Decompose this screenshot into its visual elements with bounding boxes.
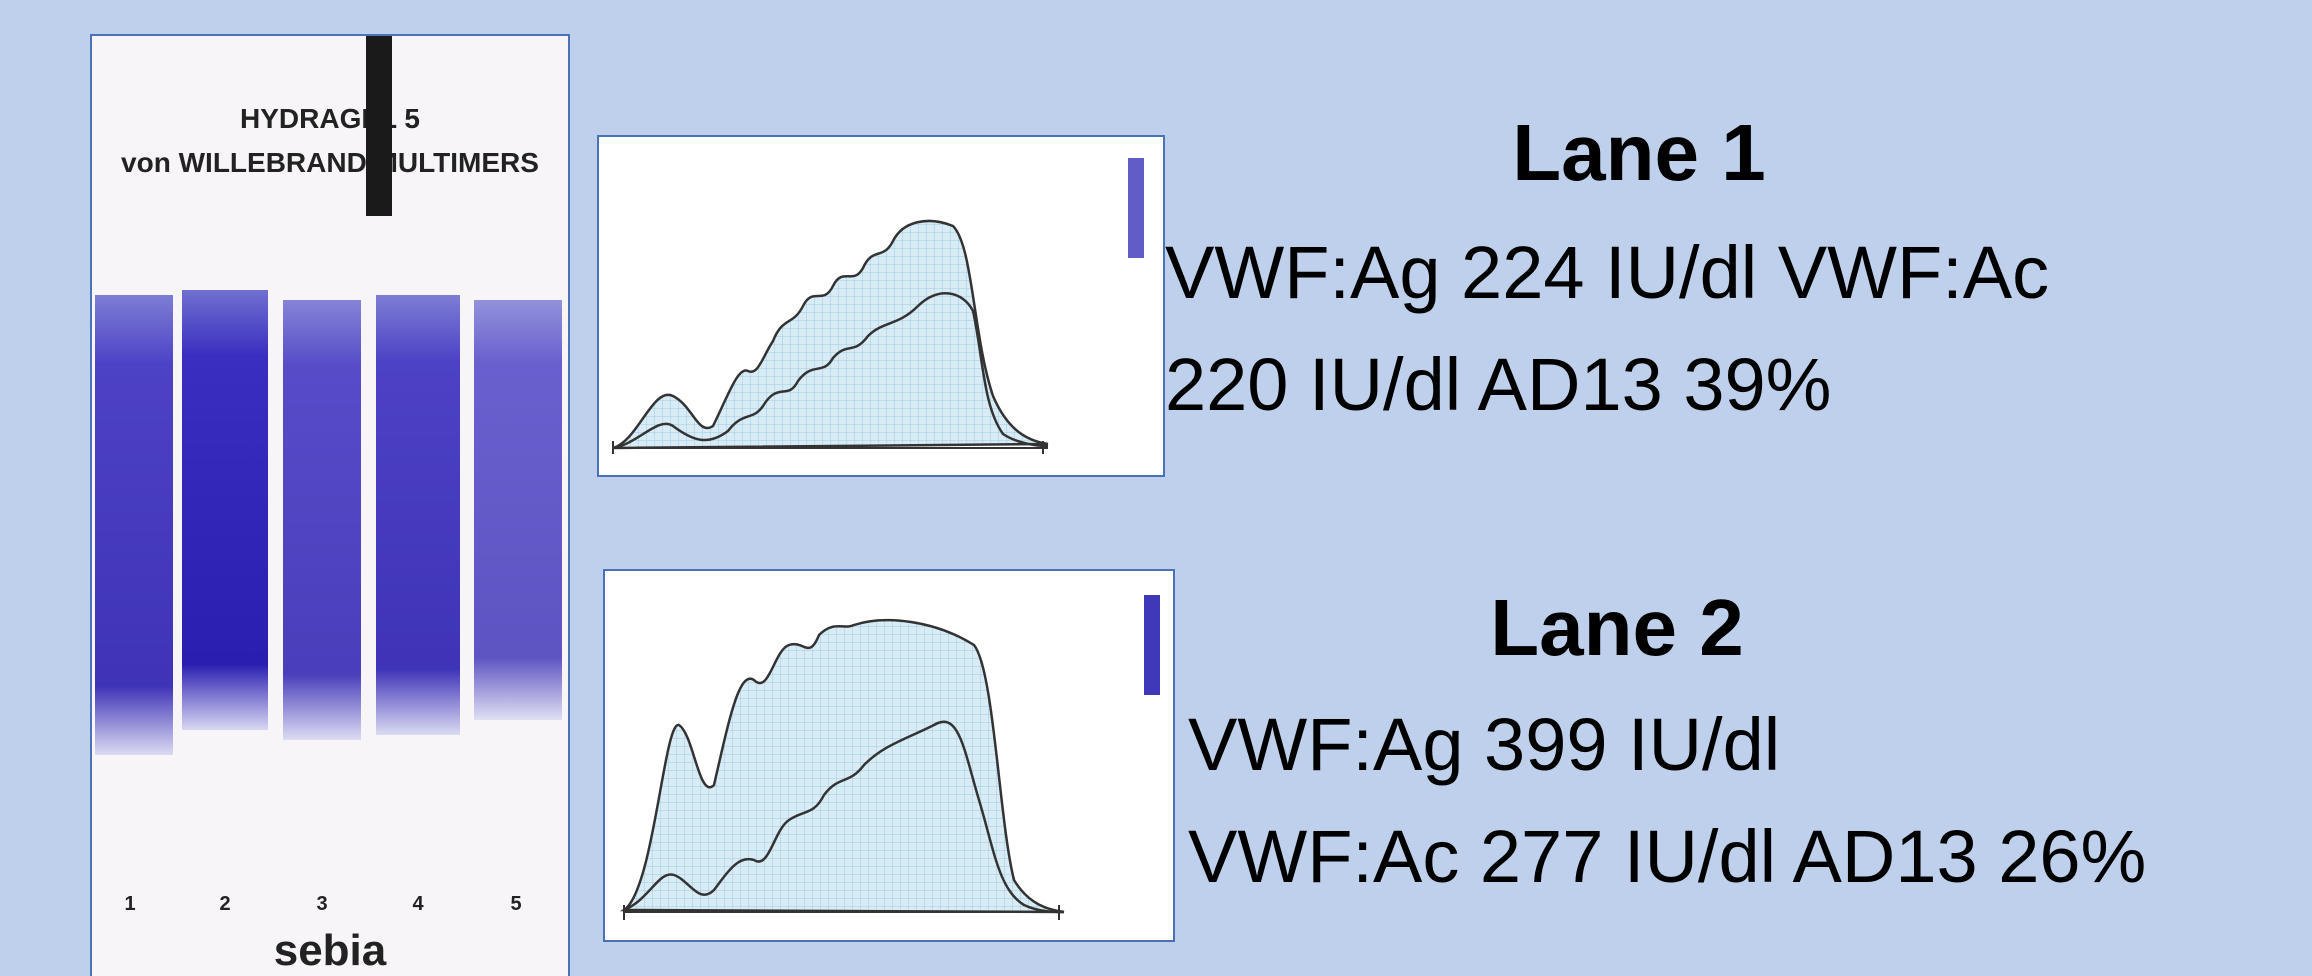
lane-title: Lane 1 [1512,108,1765,197]
lane-number: 1 [124,893,135,915]
densitometry-2 [603,569,1175,942]
gel-subtitle: von WILLEBRAND MULTIMERS [121,147,539,178]
result-line: VWF:Ac 277 IU/dl AD13 26% [1188,815,2146,898]
lane-number: 2 [219,893,230,915]
result-line: VWF:Ag 224 IU/dl VWF:Ac [1165,231,2049,314]
gel-title: HYDRAGEL 5 [240,103,420,134]
result-line: VWF:Ag 399 IU/dl [1188,703,1780,786]
lane-number: 5 [510,893,521,915]
gel-brand: sebia [274,926,387,975]
lane-title: Lane 2 [1490,583,1743,672]
result-line: 220 IU/dl AD13 39% [1165,343,1831,426]
lane-number: 3 [316,893,327,915]
lane-number: 4 [412,893,424,915]
gel-image: HYDRAGEL 5 von WILLEBRAND MULTIMERS 1 2 3 4… [90,34,570,976]
densitometry-1 [597,135,1165,477]
